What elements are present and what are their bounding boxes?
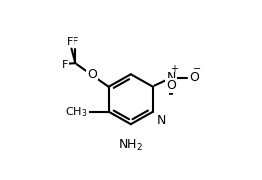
Text: N: N: [157, 114, 166, 127]
Text: O: O: [87, 68, 97, 82]
Text: F: F: [67, 37, 73, 47]
Text: −: −: [193, 64, 201, 74]
Text: N: N: [166, 71, 176, 84]
Text: CH$_3$: CH$_3$: [65, 105, 88, 119]
Text: F: F: [62, 60, 68, 69]
Text: +: +: [170, 64, 178, 74]
Text: NH$_2$: NH$_2$: [118, 138, 143, 153]
Text: F: F: [72, 37, 79, 47]
Text: O: O: [189, 71, 199, 84]
Text: O: O: [166, 79, 176, 92]
